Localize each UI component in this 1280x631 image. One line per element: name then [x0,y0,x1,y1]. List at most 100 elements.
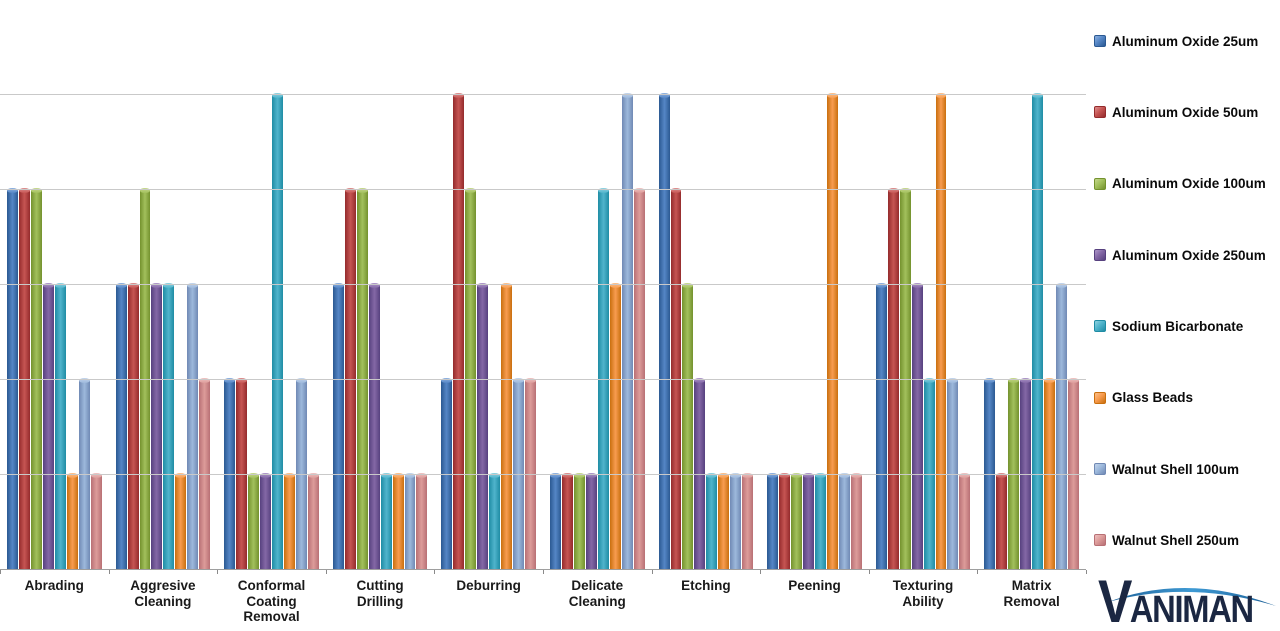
bar-cap [1008,378,1020,383]
bar-cap [826,93,838,98]
bar [1068,378,1079,570]
gridline [0,189,1086,190]
legend-marker-icon [1094,35,1106,47]
legend-item: Glass Beads [1094,390,1193,406]
bar [742,473,754,570]
bar [66,473,78,570]
bar [368,283,380,570]
bar-cap [984,378,996,383]
bar [573,473,585,570]
x-axis-label: Conformal Coating Removal [237,578,306,624]
axis-tick [325,570,327,574]
bar [791,473,803,570]
axis-tick [434,570,436,574]
bar [984,378,996,570]
bar-cap [767,473,779,478]
legend-label: Aluminum Oxide 50um [1112,104,1259,120]
bar [163,283,175,570]
bar [248,473,260,570]
x-axis-label: Deburring [456,578,521,593]
bar-cap [356,188,368,193]
bar-cap [199,378,211,383]
bar-group [760,0,869,570]
bar-cap [609,283,621,288]
bar [779,473,791,570]
bar-cap [887,188,899,193]
bar-cap [272,93,283,98]
bar-cap [682,283,694,288]
bar-cap [621,93,633,98]
bar-cap [477,283,489,288]
legend-item: Sodium Bicarbonate [1094,318,1243,334]
bar-cap [585,473,597,478]
bar [453,93,465,570]
bar-cap [694,378,706,383]
logo-swoosh-icon [1108,587,1276,606]
bar [947,378,959,570]
bar [380,473,392,570]
bar [477,283,489,570]
bar-cap [549,473,561,478]
bar-cap [742,473,754,478]
bar [139,188,151,570]
bar-cap [561,473,573,478]
bar [838,473,850,570]
bar [525,378,536,570]
bar [441,378,453,570]
bar [875,283,887,570]
legend-item: Walnut Shell 100um [1094,461,1239,477]
bar-cap [283,473,295,478]
bar [706,473,718,570]
legend-marker-icon [1094,534,1106,547]
bar [260,473,271,570]
legend: Aluminum Oxide 25um Aluminum Oxide 50um Al… [1094,0,1280,570]
bar-cap [465,188,477,193]
bar-cap [959,473,971,478]
x-axis-labels-row: Abrading Aggresive Cleaning Conformal Coat… [0,571,1086,625]
bar [597,188,609,570]
legend-label: Aluminum Oxide 100um [1112,176,1266,192]
legend-item: Aluminum Oxide 50um [1094,104,1258,120]
bar [151,283,163,570]
bar-cap [260,473,271,478]
bar [996,473,1008,570]
bar [633,188,645,570]
bar-cap [814,473,826,478]
axis-tick [977,570,979,574]
bar [814,473,826,570]
bar-cap [573,473,585,478]
bar-cap [658,93,670,98]
bar [621,93,633,570]
bar [30,188,42,570]
bar [767,473,779,570]
bar-group [652,0,761,570]
gridline [0,284,1086,285]
legend-marker-icon [1094,320,1106,333]
bar-cap [54,283,66,288]
legend-item: Aluminum Oxide 25um [1094,33,1258,49]
bar [199,378,211,570]
bar [392,473,404,570]
bar [187,283,199,570]
bar-cap [1032,93,1044,98]
bar [803,473,814,570]
bar [549,473,561,570]
bar [175,473,187,570]
x-axis-label: Cutting Drilling [356,578,404,609]
bar-cap [332,283,344,288]
bar-cap [718,473,730,478]
bar-cap [66,473,78,478]
axis-tick [217,570,219,574]
bar-cap [453,93,465,98]
legend-marker-icon [1094,249,1106,262]
bar-cap [489,473,501,478]
bar-cap [923,378,935,383]
bar-cap [935,93,947,98]
bar-cap [151,283,163,288]
bar-group [0,0,109,570]
bar [42,283,54,570]
axis-tick [868,570,870,574]
bar [899,188,911,570]
bar-cap [875,283,887,288]
bar-cap [30,188,42,193]
